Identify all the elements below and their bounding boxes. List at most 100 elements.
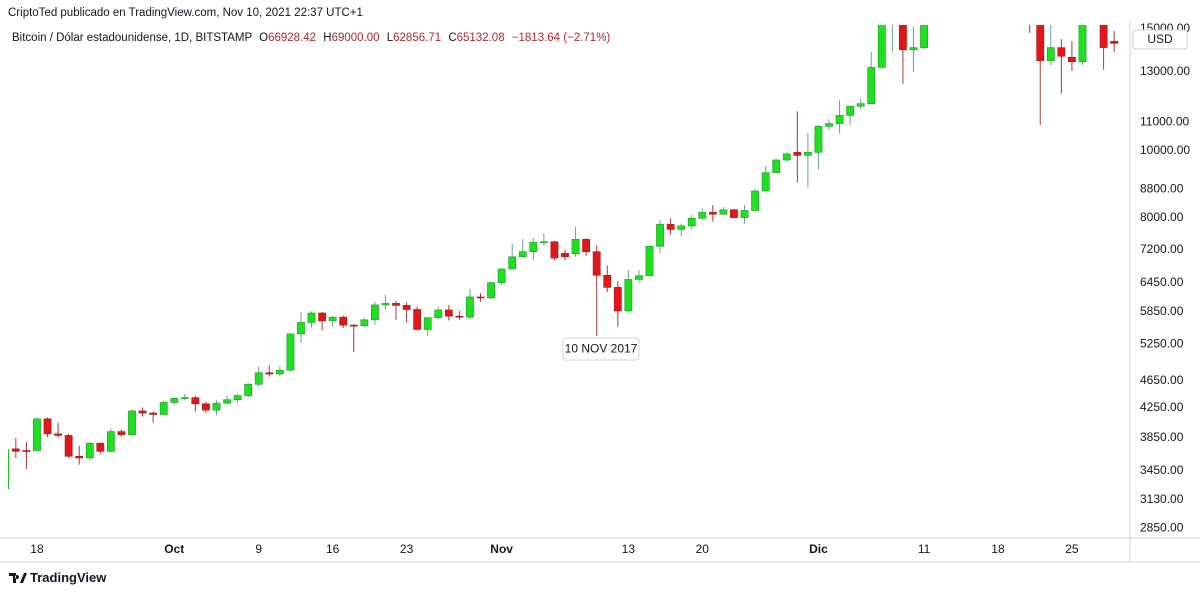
ohlc-value: 62856.71 [393, 32, 441, 44]
candle-body [307, 312, 316, 323]
candle-body [444, 309, 453, 317]
candle-body [846, 105, 855, 116]
y-tick-label: 5250.00 [1140, 337, 1184, 351]
change: −1813.64 (−2.71%) [512, 32, 611, 44]
candle-body [476, 296, 485, 299]
candle-body [64, 435, 73, 457]
candle-body [43, 418, 52, 435]
y-tick-label: 3450.00 [1140, 463, 1184, 477]
crosshair-date: 10 NOV 2017 [565, 342, 638, 356]
candle-body [793, 152, 802, 156]
candle-body [687, 218, 696, 227]
candle-body [149, 412, 158, 415]
candle-body [909, 47, 918, 51]
candle-body [624, 279, 633, 312]
x-tick-label: 16 [326, 542, 340, 556]
currency-tag: USD [1132, 29, 1188, 50]
candle-body [550, 241, 559, 259]
candle-body [856, 103, 865, 107]
candle-body [613, 287, 622, 312]
y-tick-label: 10000.00 [1140, 143, 1190, 157]
ohlc-key: L [387, 32, 394, 44]
candle-body [1068, 57, 1076, 63]
ohlc-key: C [448, 32, 456, 44]
candle-body [719, 209, 728, 215]
brand[interactable]: TradingView [9, 570, 107, 585]
candle-body [1078, 25, 1087, 63]
y-tick-label: 3130.00 [1140, 492, 1184, 506]
candle-body [223, 399, 231, 404]
candle-body [1110, 40, 1119, 44]
candle-body [582, 239, 591, 252]
candle-body [920, 25, 928, 48]
candle-body [392, 303, 400, 306]
x-tick-label: Oct [164, 542, 184, 556]
x-tick-label: 13 [622, 542, 636, 556]
candle-body [561, 253, 569, 258]
candle-body [867, 67, 876, 104]
candle-body [371, 304, 379, 321]
candle-body [11, 448, 20, 452]
candle-body [635, 275, 643, 280]
candle-body [518, 251, 527, 258]
candle-body [170, 398, 179, 403]
candle-body [592, 251, 601, 276]
candle-body [244, 383, 253, 396]
candle-body [381, 303, 390, 306]
candle-body [1046, 47, 1055, 61]
candle-body [603, 274, 612, 288]
time-axis: 18 Oct 9 16 23 Nov 13 20 Dic 11 18 25 [30, 542, 1079, 556]
candle-body [349, 324, 358, 327]
y-tick-label: 11000.00 [1140, 114, 1189, 128]
candle-body [413, 309, 422, 330]
candle-body [899, 25, 907, 51]
candle-body [212, 402, 221, 411]
candle-body [497, 268, 506, 283]
candle-body [54, 433, 62, 436]
candle-body [877, 25, 886, 68]
candle-body [233, 395, 242, 400]
currency: USD [1147, 32, 1173, 46]
candle-body [159, 402, 168, 415]
candle-body [761, 172, 770, 192]
candle-body [708, 212, 717, 215]
y-tick-label: 4250.00 [1140, 400, 1184, 414]
x-tick-label: Dic [809, 542, 828, 556]
candle-body [106, 431, 115, 452]
x-tick-label: 18 [30, 542, 44, 556]
candle-body [529, 241, 538, 252]
candle-body [825, 123, 833, 127]
symbol-legend: Bitcoin / Dólar estadounidense, 1D, BITS… [12, 32, 610, 44]
x-tick-label: 11 [918, 542, 931, 556]
candle-body [22, 450, 31, 452]
candle-body [275, 369, 284, 375]
plot-area [8, 25, 1119, 489]
candle-body [804, 152, 812, 156]
x-tick-label: Nov [490, 542, 513, 556]
candle-body [1036, 25, 1045, 61]
crosshair-tag: 10 NOV 2017 [562, 337, 640, 361]
candle-body [33, 418, 41, 451]
y-tick-label: 4650.00 [1140, 373, 1184, 387]
y-tick-label: 2850.00 [1140, 520, 1184, 534]
symbol-name: Bitcoin / Dólar estadounidense, 1D, BITS… [12, 32, 252, 44]
x-tick-label: 9 [255, 542, 262, 556]
ohlc-value: 65132.08 [457, 32, 505, 44]
ohlc-key: H [323, 32, 331, 44]
candle-body [75, 455, 84, 459]
candle-body [751, 190, 759, 211]
candle-body [117, 431, 126, 435]
candle-body [85, 442, 94, 459]
candle-body [180, 397, 189, 399]
candle-body [677, 225, 686, 230]
candle-body [191, 397, 200, 405]
candle-body [772, 159, 781, 173]
candle-body [96, 442, 105, 452]
candle-body [202, 403, 210, 411]
y-tick-label: 13000.00 [1140, 64, 1190, 78]
y-tick-label: 3850.00 [1140, 430, 1184, 444]
candle-body [318, 312, 326, 322]
candle-body [740, 210, 749, 218]
